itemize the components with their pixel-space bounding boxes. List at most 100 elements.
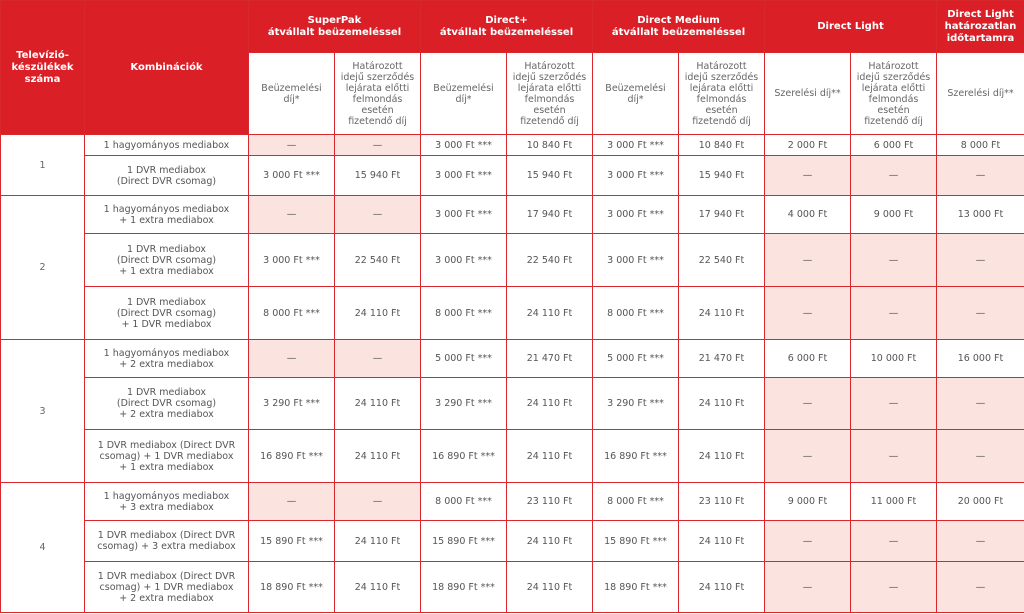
price-cell: 11 000 Ft: [850, 482, 937, 521]
price-cell: —: [248, 339, 335, 378]
price-cell: 16 000 Ft: [936, 339, 1024, 378]
price-cell: —: [850, 377, 937, 430]
price-cell: 24 110 Ft: [334, 377, 421, 430]
price-cell: 15 940 Ft: [506, 155, 593, 196]
price-cell: 24 110 Ft: [506, 520, 593, 562]
price-cell: 24 110 Ft: [334, 286, 421, 340]
price-cell: —: [764, 429, 851, 483]
price-cell: —: [764, 286, 851, 340]
price-cell: 3 000 Ft ***: [592, 233, 679, 287]
price-cell: 10 840 Ft: [678, 134, 765, 156]
subheader-cell: Beüzemelési díj*: [592, 52, 679, 135]
price-cell: —: [936, 561, 1024, 613]
price-cell: 3 290 Ft ***: [592, 377, 679, 430]
price-cell: —: [936, 233, 1024, 287]
price-cell: 24 110 Ft: [678, 286, 765, 340]
combination: 1 DVR mediabox (Direct DVR csomag) + 1 D…: [84, 429, 249, 483]
combination: 1 hagyományos mediabox: [84, 134, 249, 156]
price-cell: 17 940 Ft: [678, 195, 765, 234]
price-cell: 15 940 Ft: [334, 155, 421, 196]
combination: 1 hagyományos mediabox + 3 extra mediabo…: [84, 482, 249, 521]
price-cell: 15 890 Ft ***: [420, 520, 507, 562]
price-cell: 3 000 Ft ***: [420, 233, 507, 287]
combination: 1 DVR mediabox (Direct DVR csomag): [84, 155, 249, 196]
combination: 1 hagyományos mediabox + 2 extra mediabo…: [84, 339, 249, 378]
body-row: 1 DVR mediabox (Direct DVR csomag) + 1 e…: [1, 233, 1024, 287]
price-cell: 21 470 Ft: [506, 339, 593, 378]
price-cell: —: [850, 429, 937, 483]
price-cell: —: [334, 195, 421, 234]
price-cell: 3 000 Ft ***: [592, 195, 679, 234]
price-cell: 3 000 Ft ***: [420, 134, 507, 156]
price-cell: 3 290 Ft ***: [420, 377, 507, 430]
table-header: Televízió- készülékek száma Kombinációk Su…: [0, 0, 1024, 135]
body-row: 1 DVR mediabox (Direct DVR csomag) + 2 e…: [1, 377, 1024, 430]
price-cell: —: [248, 134, 335, 156]
price-cell: 24 110 Ft: [506, 377, 593, 430]
price-cell: 24 110 Ft: [506, 561, 593, 613]
price-cell: —: [334, 134, 421, 156]
combination: 1 DVR mediabox (Direct DVR csomag) + 1 e…: [84, 233, 249, 287]
header-cell: Kombinációk: [84, 0, 249, 135]
subheader-cell: Határozott idejű szerződés lejárata előt…: [334, 52, 421, 135]
header-cell: Televízió- készülékek száma: [0, 0, 85, 135]
price-cell: —: [764, 377, 851, 430]
tv-count: 3: [0, 339, 85, 483]
price-cell: 18 890 Ft ***: [592, 561, 679, 613]
body-row: 1 DVR mediabox (Direct DVR csomag) + 3 e…: [1, 520, 1024, 562]
price-cell: —: [850, 561, 937, 613]
price-cell: —: [850, 286, 937, 340]
price-cell: 9 000 Ft: [764, 482, 851, 521]
price-cell: 8 000 Ft ***: [248, 286, 335, 340]
price-cell: 24 110 Ft: [334, 520, 421, 562]
price-cell: 15 890 Ft ***: [248, 520, 335, 562]
subheader-cell: Beüzemelési díj*: [248, 52, 335, 135]
price-cell: —: [850, 155, 937, 196]
price-cell: 23 110 Ft: [506, 482, 593, 521]
price-cell: 24 110 Ft: [506, 429, 593, 483]
body-row: 1 DVR mediabox (Direct DVR csomag) + 1 D…: [1, 286, 1024, 340]
subheader-cell: Beüzemelési díj*: [420, 52, 507, 135]
combination: 1 DVR mediabox (Direct DVR csomag) + 2 e…: [84, 377, 249, 430]
price-cell: —: [334, 339, 421, 378]
price-cell: 24 110 Ft: [678, 429, 765, 483]
price-cell: 24 110 Ft: [678, 561, 765, 613]
price-cell: —: [248, 195, 335, 234]
price-cell: 10 840 Ft: [506, 134, 593, 156]
tv-count: 4: [0, 482, 85, 613]
header-row: Televízió- készülékek száma Kombinációk Su…: [0, 0, 1024, 135]
price-cell: 18 890 Ft ***: [420, 561, 507, 613]
price-cell: 15 890 Ft ***: [592, 520, 679, 562]
price-cell: 23 110 Ft: [678, 482, 765, 521]
price-cell: 3 000 Ft ***: [420, 195, 507, 234]
price-cell: —: [764, 561, 851, 613]
tv-count: 2: [0, 195, 85, 340]
price-cell: —: [850, 520, 937, 562]
price-cell: —: [936, 377, 1024, 430]
price-cell: 3 000 Ft ***: [420, 155, 507, 196]
price-cell: 22 540 Ft: [334, 233, 421, 287]
combination: 1 DVR mediabox (Direct DVR csomag) + 3 e…: [84, 520, 249, 562]
price-cell: 3 000 Ft ***: [248, 155, 335, 196]
price-cell: 16 890 Ft ***: [420, 429, 507, 483]
price-cell: 2 000 Ft: [764, 134, 851, 156]
price-cell: 3 000 Ft ***: [592, 134, 679, 156]
subheader-cell: Szerelési díj**: [936, 52, 1024, 135]
header-cell: Direct Light: [764, 0, 937, 53]
price-cell: —: [936, 286, 1024, 340]
price-cell: 21 470 Ft: [678, 339, 765, 378]
price-cell: 5 000 Ft ***: [420, 339, 507, 378]
subheader-cell: Határozott idejű szerződés lejárata előt…: [850, 52, 937, 135]
price-cell: —: [936, 155, 1024, 196]
body-row: 1 DVR mediabox (Direct DVR csomag) + 1 D…: [1, 429, 1024, 483]
price-cell: 24 110 Ft: [678, 377, 765, 430]
price-cell: 24 110 Ft: [678, 520, 765, 562]
price-cell: 6 000 Ft: [764, 339, 851, 378]
tv-count: 1: [0, 134, 85, 196]
